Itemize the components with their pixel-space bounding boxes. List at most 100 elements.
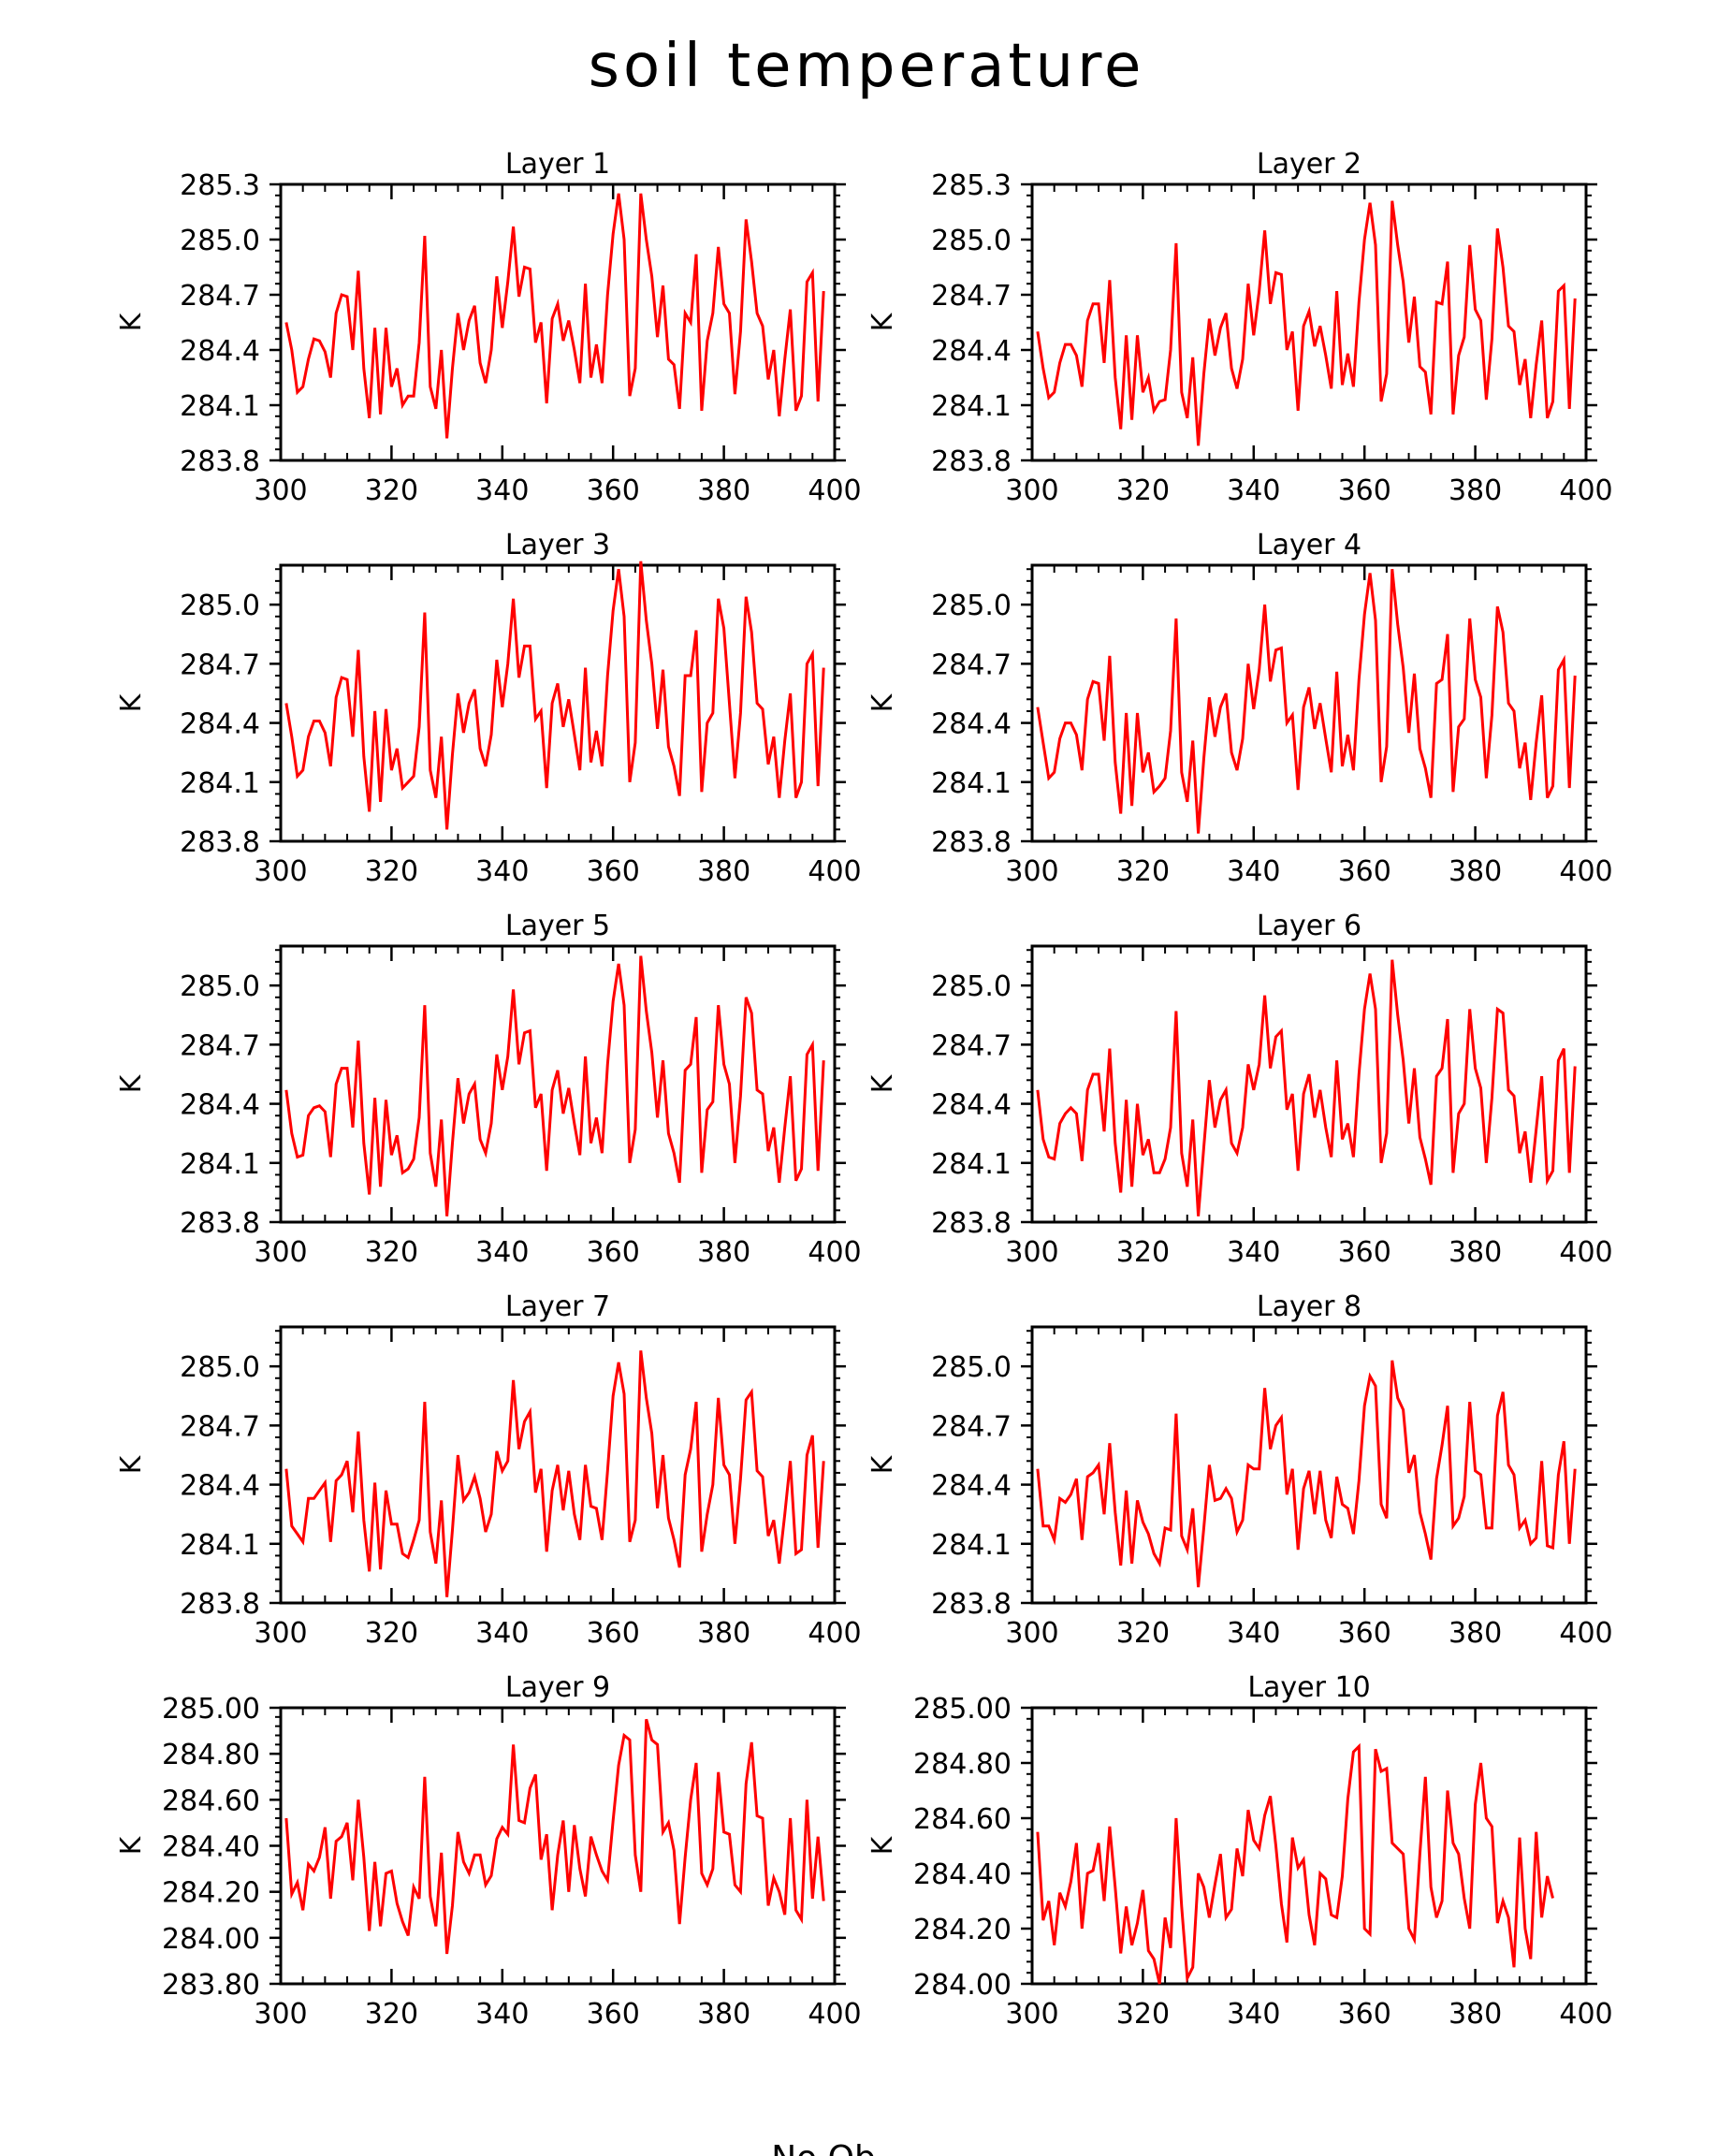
chart-panel-2: Layer 2 K 300 320 340 360 380 400 283.8 284.1 284.… xyxy=(866,148,1613,507)
y-tick-label: 283.8 xyxy=(931,1207,1012,1240)
series-line xyxy=(284,955,825,1216)
series-line xyxy=(284,1350,825,1597)
x-tick-label: 320 xyxy=(1116,1998,1170,2031)
x-tick-label: 320 xyxy=(1116,474,1170,507)
y-tick-label: 285.0 xyxy=(180,590,260,622)
plot-frame xyxy=(1030,1325,1588,1605)
y-tick-label: 284.1 xyxy=(180,1148,260,1181)
y-tick-label: 284.7 xyxy=(931,280,1012,313)
x-tick-label: 380 xyxy=(697,1236,750,1269)
y-axis-label: K xyxy=(866,312,899,331)
x-tick-label: 300 xyxy=(254,1998,307,2031)
y-tick-label: 284.80 xyxy=(162,1739,260,1771)
x-tick-label: 340 xyxy=(475,855,529,888)
panel-title: Layer 10 xyxy=(1247,1671,1370,1704)
y-tick-label: 284.1 xyxy=(931,1148,1012,1181)
y-tick-label: 284.7 xyxy=(180,1410,260,1443)
x-tick-label: 400 xyxy=(1559,474,1612,507)
x-tick-label: 400 xyxy=(1559,1617,1612,1650)
x-tick-label: 360 xyxy=(1338,855,1391,888)
x-tick-label: 300 xyxy=(1005,855,1058,888)
x-tick-label: 340 xyxy=(1227,1998,1280,2031)
y-tick-label: 284.7 xyxy=(931,1410,1012,1443)
y-tick-label: 284.1 xyxy=(931,390,1012,423)
y-tick-label: 283.8 xyxy=(931,826,1012,859)
panel-title: Layer 8 xyxy=(1257,1290,1361,1323)
x-tick-label: 380 xyxy=(1449,1617,1502,1650)
y-tick-label: 285.0 xyxy=(180,225,260,257)
chart-panel-6: Layer 6 K 300 320 340 360 380 400 283.8 284.1 284.… xyxy=(866,910,1613,1269)
y-tick-label: 285.3 xyxy=(180,169,260,202)
x-tick-label: 300 xyxy=(254,474,307,507)
y-tick-label: 283.8 xyxy=(180,1207,260,1240)
x-tick-label: 400 xyxy=(1559,855,1612,888)
x-tick-label: 360 xyxy=(1338,1617,1391,1650)
y-tick-label: 283.8 xyxy=(931,1588,1012,1621)
plot-frame xyxy=(279,182,837,462)
x-tick-label: 340 xyxy=(475,1998,529,2031)
series-line xyxy=(1036,959,1577,1216)
x-tick-label: 300 xyxy=(254,1236,307,1269)
y-tick-label: 285.00 xyxy=(913,1693,1012,1726)
y-tick-label: 284.4 xyxy=(931,708,1012,741)
x-tick-label: 300 xyxy=(254,855,307,888)
x-tick-label: 380 xyxy=(697,855,750,888)
y-tick-label: 284.7 xyxy=(931,648,1012,681)
panel-title: Layer 3 xyxy=(505,529,610,561)
x-tick-label: 380 xyxy=(1449,474,1502,507)
chart-panel-9: Layer 9 K 300 320 340 360 380 400 283.80 284.00 28… xyxy=(115,1671,862,2031)
plot-frame xyxy=(279,563,837,843)
x-tick-label: 300 xyxy=(254,1617,307,1650)
y-tick-label: 283.8 xyxy=(180,1588,260,1621)
y-tick-label: 284.00 xyxy=(162,1923,260,1956)
plot-frame xyxy=(279,944,837,1224)
y-tick-label: 285.00 xyxy=(162,1693,260,1726)
panel-title: Layer 1 xyxy=(505,148,610,181)
y-tick-label: 285.0 xyxy=(931,225,1012,257)
x-tick-label: 320 xyxy=(1116,1617,1170,1650)
y-tick-label: 284.1 xyxy=(931,1529,1012,1562)
y-tick-label: 285.0 xyxy=(180,1351,260,1384)
y-tick-label: 285.3 xyxy=(931,169,1012,202)
y-tick-label: 285.0 xyxy=(931,1351,1012,1384)
x-tick-label: 300 xyxy=(1005,1236,1058,1269)
x-tick-label: 340 xyxy=(475,1236,529,1269)
y-tick-label: 284.40 xyxy=(913,1858,1012,1891)
x-tick-label: 380 xyxy=(1449,1998,1502,2031)
panel-title: Layer 4 xyxy=(1257,529,1361,561)
x-tick-label: 300 xyxy=(1005,1617,1058,1650)
x-tick-label: 360 xyxy=(587,474,640,507)
x-tick-label: 360 xyxy=(1338,1998,1391,2031)
x-tick-label: 400 xyxy=(1559,1236,1612,1269)
x-tick-label: 320 xyxy=(365,474,418,507)
x-tick-label: 320 xyxy=(1116,855,1170,888)
x-tick-label: 360 xyxy=(587,1617,640,1650)
x-tick-label: 360 xyxy=(1338,1236,1391,1269)
chart-panel-4: Layer 4 K 300 320 340 360 380 400 283.8 284.1 284.… xyxy=(866,529,1613,888)
y-tick-label: 284.7 xyxy=(180,280,260,313)
y-axis-label: K xyxy=(115,1454,148,1474)
y-tick-label: 283.8 xyxy=(180,826,260,859)
y-tick-label: 284.7 xyxy=(180,1029,260,1062)
y-tick-label: 284.1 xyxy=(180,1529,260,1562)
x-tick-label: 320 xyxy=(365,1998,418,2031)
y-tick-label: 284.7 xyxy=(180,648,260,681)
y-tick-label: 284.40 xyxy=(162,1831,260,1864)
series-line xyxy=(1036,569,1577,834)
x-tick-label: 400 xyxy=(808,855,861,888)
y-tick-label: 285.0 xyxy=(931,970,1012,1003)
x-tick-label: 340 xyxy=(1227,474,1280,507)
y-tick-label: 284.4 xyxy=(180,335,260,368)
y-tick-label: 285.0 xyxy=(931,590,1012,622)
series-line xyxy=(284,561,825,830)
x-tick-label: 380 xyxy=(697,1617,750,1650)
x-tick-label: 340 xyxy=(1227,855,1280,888)
plot-frame xyxy=(279,1325,837,1605)
series-line xyxy=(1036,200,1577,446)
x-tick-label: 300 xyxy=(1005,474,1058,507)
chart-panel-1: Layer 1 K 300 320 340 360 380 400 283.8 284.1 284.… xyxy=(115,148,862,507)
figure-title: soil temperature xyxy=(589,32,1145,101)
y-tick-label: 284.4 xyxy=(931,1089,1012,1122)
x-tick-label: 320 xyxy=(1116,1236,1170,1269)
